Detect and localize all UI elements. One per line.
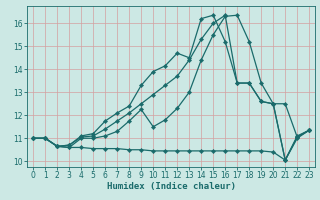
X-axis label: Humidex (Indice chaleur): Humidex (Indice chaleur) bbox=[107, 182, 236, 191]
